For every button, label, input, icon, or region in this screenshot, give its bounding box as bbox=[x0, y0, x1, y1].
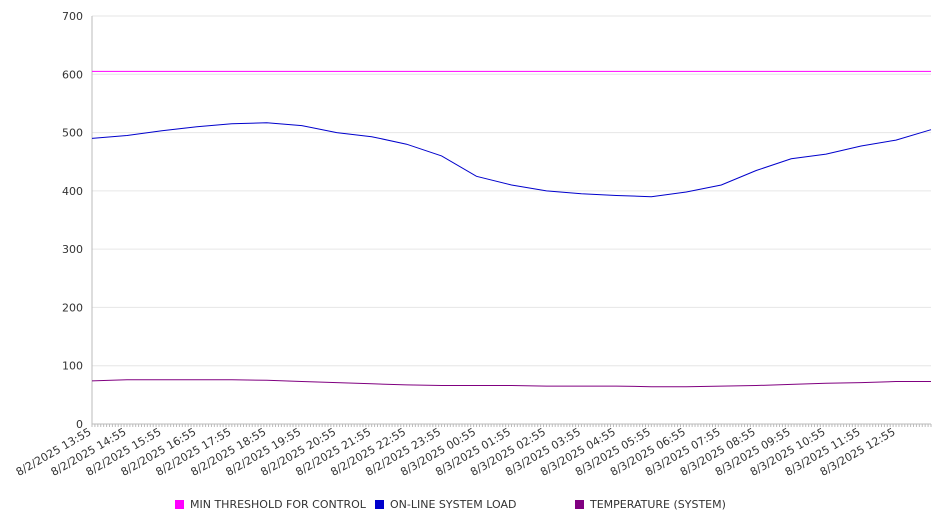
legend: MIN THRESHOLD FOR CONTROL ON-LINE SYSTEM… bbox=[0, 498, 946, 514]
legend-item-system-load: ON-LINE SYSTEM LOAD bbox=[375, 498, 516, 511]
y-tick-label: 0 bbox=[76, 418, 83, 431]
y-tick-label: 100 bbox=[62, 360, 83, 373]
legend-swatch bbox=[375, 500, 384, 509]
y-axis-ticks: 0 100 200 300 400 500 600 700 bbox=[62, 10, 83, 431]
series-line-temperature bbox=[91, 379, 931, 388]
y-tick-label: 300 bbox=[62, 243, 83, 256]
legend-label: MIN THRESHOLD FOR CONTROL bbox=[190, 498, 366, 511]
y-tick-label: 400 bbox=[62, 185, 83, 198]
legend-label: TEMPERATURE (SYSTEM) bbox=[590, 498, 726, 511]
axes bbox=[91, 16, 932, 427]
legend-item-temperature: TEMPERATURE (SYSTEM) bbox=[575, 498, 726, 511]
series-lines bbox=[91, 70, 932, 388]
y-tick-label: 200 bbox=[62, 301, 83, 314]
y-tick-label: 500 bbox=[62, 127, 83, 140]
y-tick-label: 700 bbox=[62, 10, 83, 23]
series-line-system-load bbox=[91, 122, 932, 198]
legend-label: ON-LINE SYSTEM LOAD bbox=[390, 498, 517, 511]
gridlines bbox=[92, 15, 931, 425]
legend-swatch bbox=[175, 500, 184, 509]
legend-swatch bbox=[575, 500, 584, 509]
y-tick-label: 600 bbox=[62, 68, 83, 81]
legend-item-min-threshold: MIN THRESHOLD FOR CONTROL bbox=[175, 498, 366, 511]
x-axis-ticks: 8/2/2025 13:558/2/2025 14:558/2/2025 15:… bbox=[14, 425, 898, 479]
